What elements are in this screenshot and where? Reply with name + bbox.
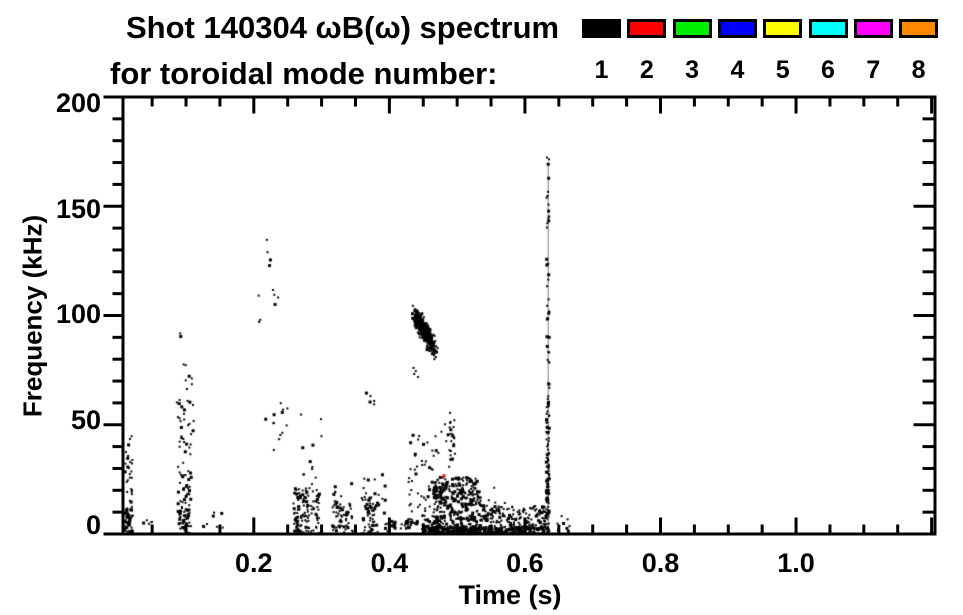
x-tick-label-1.0: 1.0 <box>777 548 815 578</box>
y-tick-label-0: 0 <box>85 510 101 540</box>
x-axis-label: Time (s) <box>458 580 562 610</box>
x-tick-label-0.4: 0.4 <box>370 548 409 578</box>
x-tick-label-0.2: 0.2 <box>235 548 273 578</box>
y-tick-label-50: 50 <box>70 404 101 435</box>
x-tick-label-0.8: 0.8 <box>641 548 680 578</box>
y-tick-label-100: 100 <box>55 299 101 329</box>
x-tick-label-0.6: 0.6 <box>506 548 544 578</box>
y-tick-label-200: 200 <box>55 88 101 118</box>
y-tick-label-150: 150 <box>55 193 101 224</box>
